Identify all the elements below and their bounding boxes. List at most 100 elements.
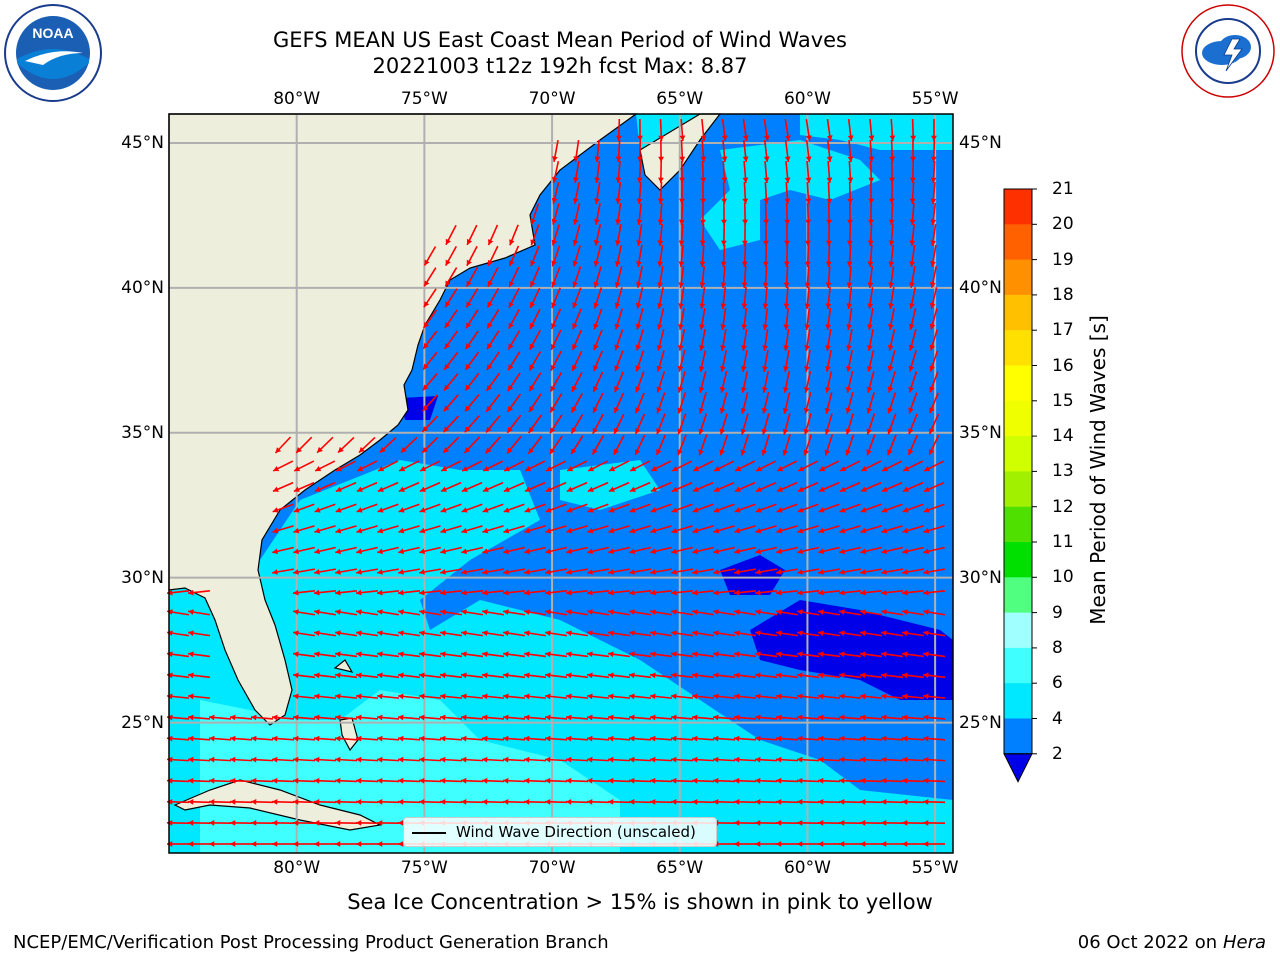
wave-direction-arrow [628, 756, 652, 763]
wave-direction-arrow [208, 841, 232, 847]
wave-direction-arrow [754, 798, 778, 805]
wave-direction-arrow [649, 672, 673, 679]
wave-direction-arrow [805, 202, 812, 226]
wave-direction-arrow [524, 481, 546, 493]
wave-direction-arrow [692, 546, 714, 555]
wave-direction-arrow [839, 460, 861, 472]
wave-direction-arrow [923, 630, 945, 637]
wave-direction-arrow [901, 756, 925, 763]
wave-direction-arrow [888, 265, 895, 289]
wave-direction-arrow [860, 503, 882, 513]
wave-direction-arrow [398, 609, 420, 616]
wave-direction-arrow [734, 525, 756, 534]
wave-direction-arrow [868, 181, 874, 205]
wave-direction-arrow [888, 223, 895, 247]
wave-direction-arrow [292, 672, 316, 679]
period-zone [400, 396, 438, 420]
wave-direction-arrow [658, 160, 664, 184]
wave-direction-arrow [166, 651, 190, 658]
colorbar-bin [1004, 330, 1032, 366]
wave-direction-arrow [335, 568, 357, 575]
wave-direction-arrow [482, 546, 504, 555]
wave-direction-arrow [229, 735, 253, 742]
wave-direction-arrow [464, 351, 480, 371]
wave-direction-arrow [634, 434, 646, 456]
wave-direction-arrow [859, 651, 883, 658]
wave-direction-arrow [839, 609, 861, 616]
colorbar [1003, 188, 1037, 783]
wave-direction-arrow [754, 589, 778, 596]
wave-direction-arrow [208, 777, 232, 784]
wave-direction-arrow [762, 244, 769, 268]
wave-direction-arrow [902, 460, 924, 472]
wave-direction-arrow [586, 798, 610, 805]
wave-direction-arrow [649, 589, 673, 596]
wave-direction-arrow [460, 693, 484, 700]
wave-direction-arrow [818, 525, 840, 534]
wave-direction-arrow [566, 525, 588, 534]
wave-direction-arrow [754, 756, 778, 763]
wave-direction-arrow [443, 330, 459, 350]
wave-direction-arrow [545, 609, 567, 616]
wave-direction-arrow [650, 568, 672, 575]
wave-direction-arrow [797, 525, 819, 534]
wave-direction-arrow [692, 525, 714, 534]
wave-direction-arrow [902, 503, 924, 513]
wave-direction-arrow [418, 756, 442, 763]
wave-direction-arrow [460, 589, 484, 596]
wave-direction-arrow [250, 777, 274, 784]
wave-direction-arrow [762, 371, 770, 393]
wave-direction-arrow [608, 630, 630, 637]
wave-direction-arrow [566, 568, 588, 575]
wave-direction-arrow [481, 589, 505, 596]
wave-direction-arrow [355, 756, 379, 763]
colorbar-tick-label: 17 [1052, 320, 1074, 341]
wave-direction-arrow [889, 118, 896, 142]
wave-direction-arrow [481, 756, 505, 763]
wave-direction-arrow [608, 503, 630, 513]
wave-direction-arrow [712, 756, 736, 763]
wave-direction-arrow [929, 392, 939, 414]
wave-direction-arrow [460, 798, 484, 805]
wave-direction-arrow [444, 309, 458, 329]
wave-direction-arrow [314, 546, 336, 555]
wave-direction-arrow [881, 460, 903, 472]
wave-direction-arrow [692, 609, 714, 616]
wave-direction-arrow [544, 693, 568, 700]
wave-direction-arrow [803, 371, 812, 393]
wave-direction-arrow [398, 546, 420, 555]
wave-direction-arrow [439, 651, 463, 658]
wave-direction-arrow [293, 568, 315, 575]
wave-direction-arrow [742, 223, 748, 247]
wave-direction-arrow [208, 820, 232, 826]
wave-direction-arrow [293, 630, 315, 637]
wave-direction-arrow [670, 798, 694, 805]
wave-direction-arrow [783, 371, 791, 393]
wave-direction-arrow [485, 372, 501, 392]
wave-direction-arrow [167, 609, 189, 616]
wave-direction-arrow [930, 224, 937, 246]
wave-direction-arrow [636, 202, 643, 226]
wave-direction-arrow [671, 460, 693, 472]
colorbar-tick-label: 21 [1052, 179, 1074, 199]
wave-direction-arrow [846, 244, 853, 268]
wave-direction-arrow [166, 693, 190, 700]
wave-direction-arrow [803, 413, 812, 435]
wave-direction-arrow [486, 309, 500, 329]
wave-direction-arrow [439, 693, 463, 700]
wave-direction-arrow [587, 503, 609, 513]
wave-direction-arrow [901, 777, 925, 784]
wave-direction-arrow [481, 777, 505, 784]
wave-direction-arrow [734, 460, 756, 472]
wave-direction-arrow [657, 223, 664, 247]
wave-direction-arrow [187, 820, 211, 826]
wave-direction-arrow [650, 481, 672, 493]
wave-direction-arrow [379, 436, 397, 454]
wave-direction-arrow [292, 714, 316, 721]
wave-direction-arrow [208, 735, 232, 742]
wave-direction-arrow [628, 693, 652, 700]
wave-direction-arrow [334, 756, 358, 763]
wave-direction-arrow [909, 202, 916, 226]
wave-direction-arrow [439, 672, 463, 679]
wave-direction-arrow [699, 265, 706, 289]
